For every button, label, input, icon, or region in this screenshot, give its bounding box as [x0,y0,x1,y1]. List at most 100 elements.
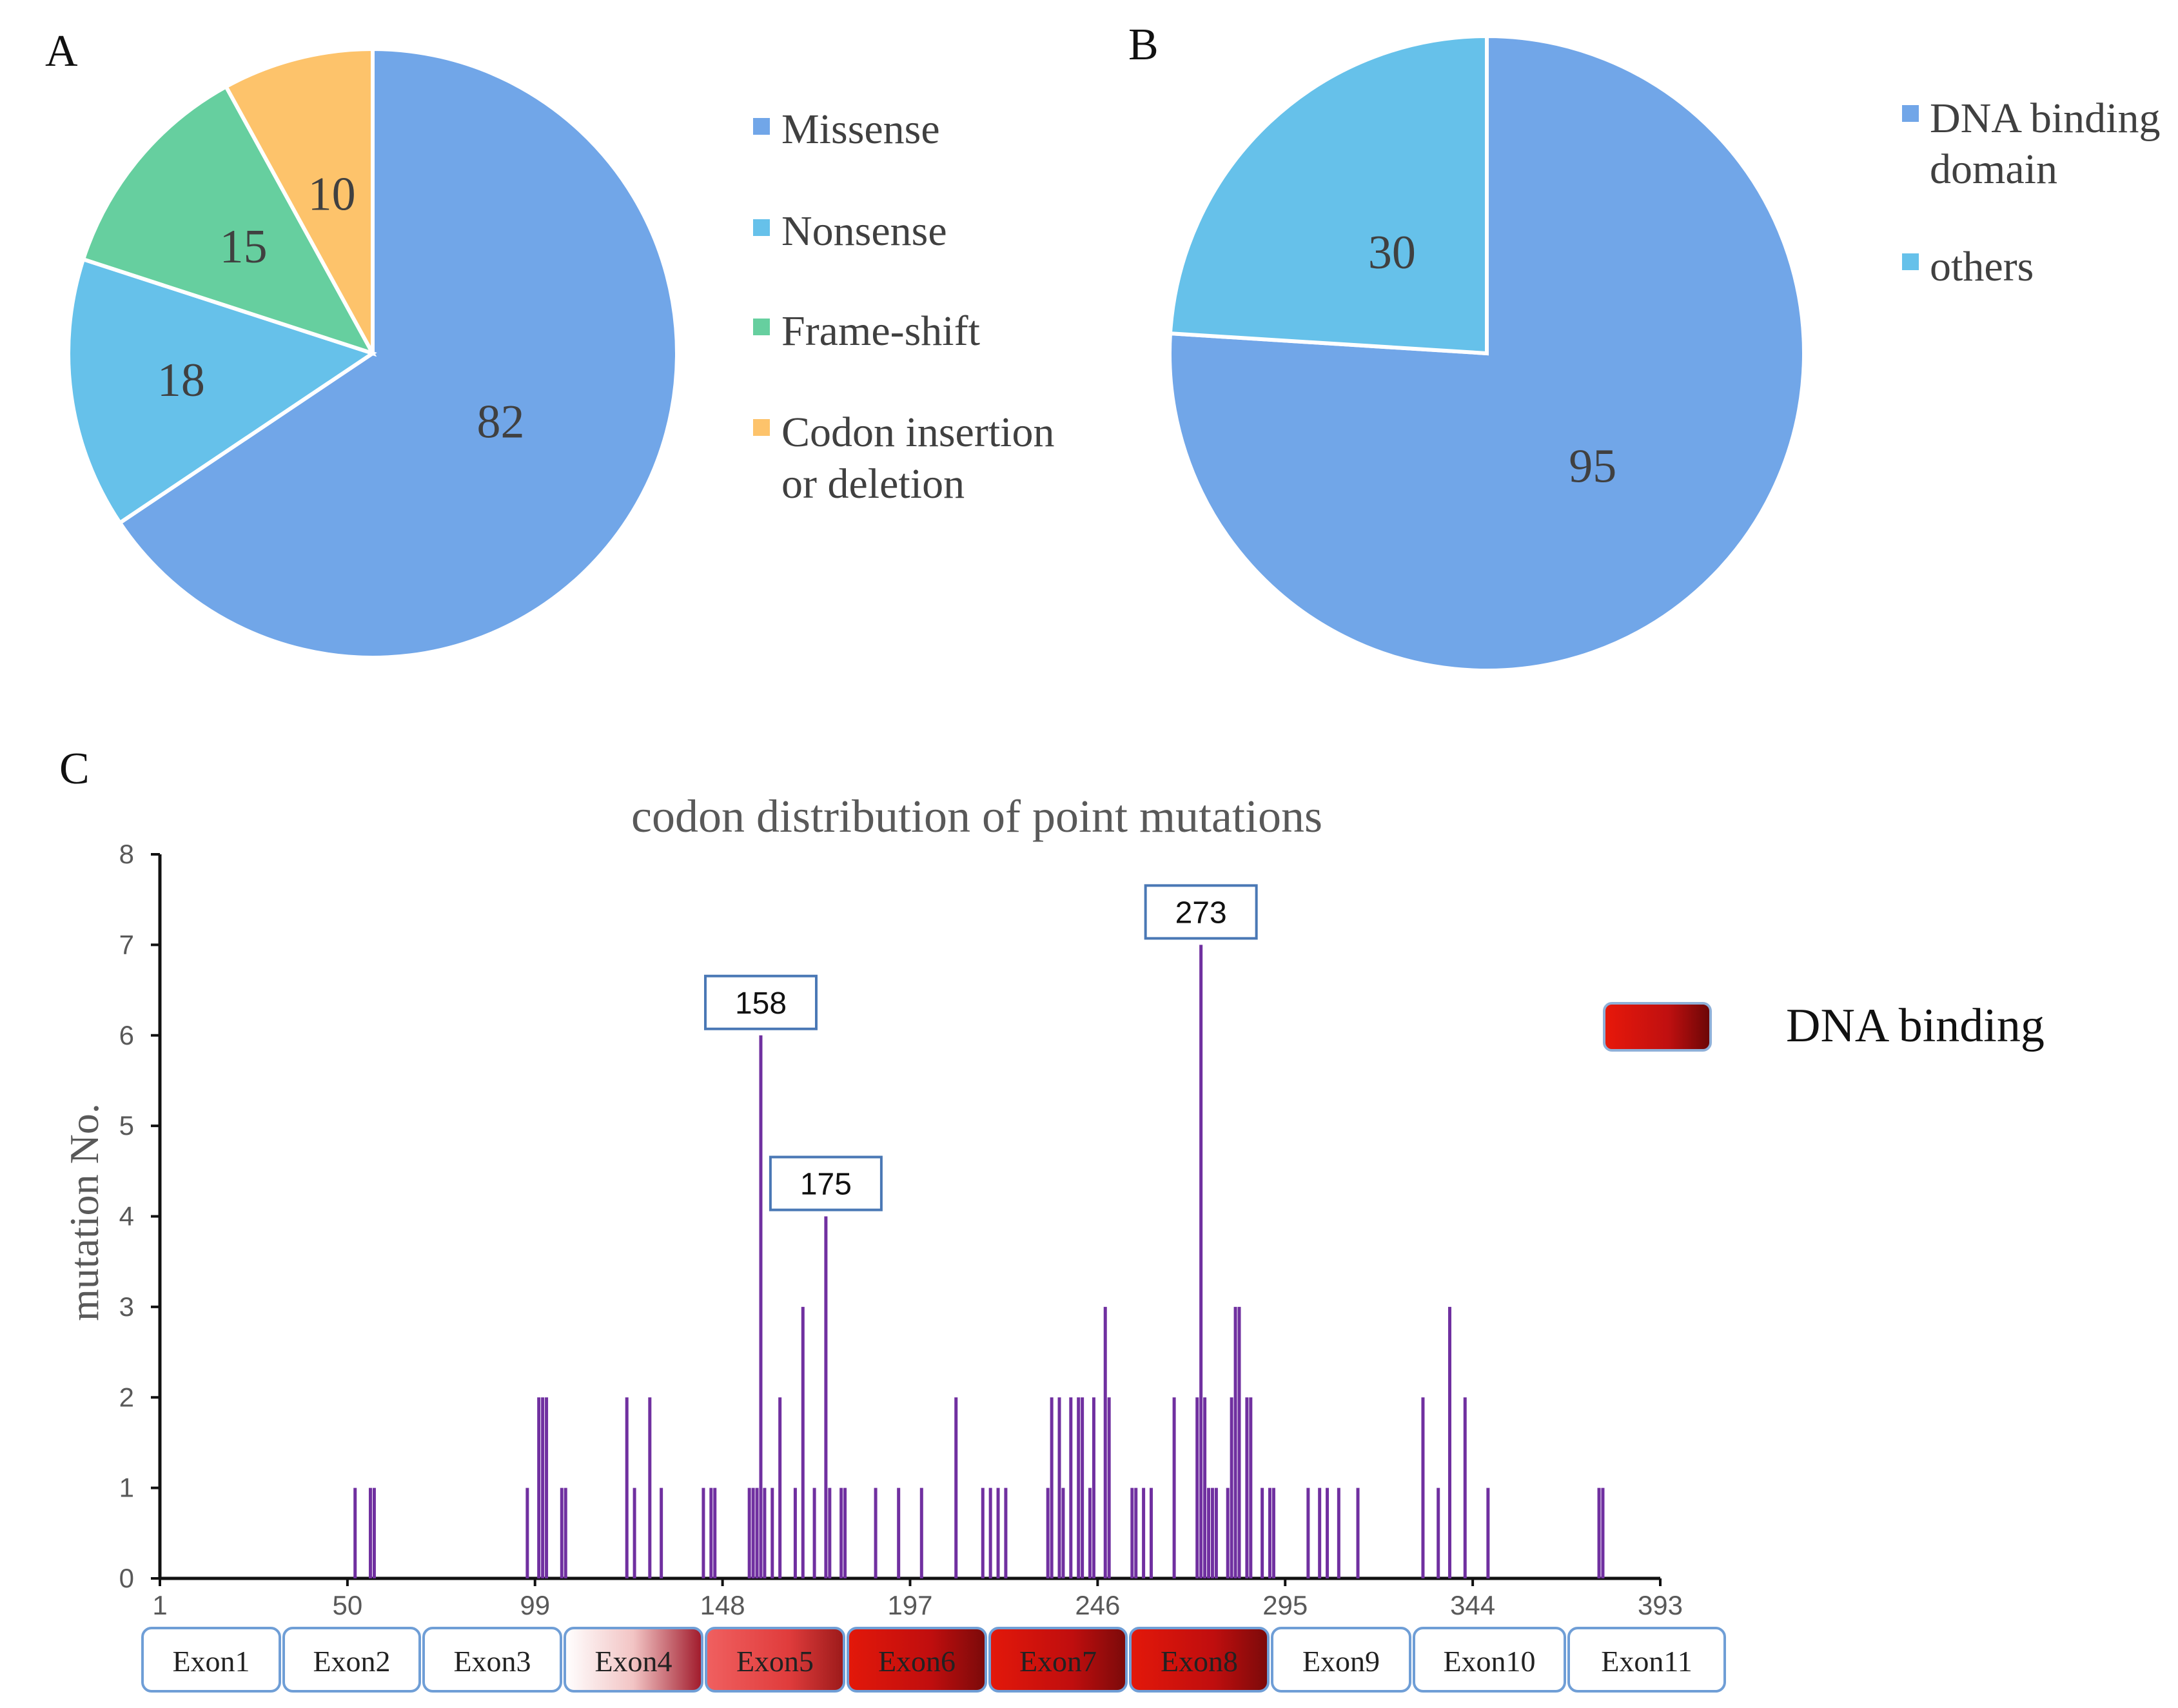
y-tick-label: 2 [119,1382,134,1412]
legend-b: DNA binding domain others [1902,95,2161,290]
y-tick-label: 8 [119,839,134,869]
y-tick-label: 1 [119,1473,134,1503]
pieA-slice-frame-shift [81,84,377,357]
panel-c-label: C [59,744,90,794]
legend-c: DNA binding [1603,999,2045,1052]
exon-label-exon7: Exon7 [1019,1645,1097,1678]
x-tick-label: 246 [1075,1590,1120,1620]
legend-a-nonsense: Nonsense [781,208,947,255]
exon-label-exon3: Exon3 [453,1645,531,1678]
pieA-label-frame-shift: 15 [220,221,268,273]
pieA-label-codon-insertion-or-deletion: 10 [308,168,356,221]
x-tick-label: 99 [520,1590,550,1620]
legend-a-swatch-codon [753,419,770,436]
pieA-slice-nonsense [66,257,377,526]
y-tick-label: 5 [119,1110,134,1141]
exon-label-exon9: Exon9 [1302,1645,1380,1678]
y-tick-label: 7 [119,929,134,959]
legend-c-dna-binding: DNA binding [1786,999,2045,1052]
pieA-slice-codon-insertion-or-deletion [223,46,375,355]
exon-label-exon6: Exon6 [878,1645,956,1678]
exon-exon10: Exon10 [1413,1627,1566,1693]
exon-label-exon5: Exon5 [736,1645,814,1678]
exon-box-exon3 [422,1627,562,1693]
legend-a-frameshift: Frame-shift [781,308,980,355]
exon-box-exon6 [847,1627,987,1693]
legend-a-missense: Missense [781,106,940,153]
callouts-c: 158 175 273 [703,884,1258,1212]
legend-b-dna-line2: domain [1930,146,2057,193]
exon-exon7: Exon7 [988,1627,1128,1693]
callout-label-175: 175 [800,1168,852,1202]
exon-box-exon5 [705,1627,845,1693]
legend-a-codon-line1: Codon insertion [781,409,1055,456]
exon-track: Exon1 Exon2 Exon3 Exon4 Exon5 Exon6 Exon7 Exon8… [141,1627,1726,1693]
legend-b-others: others [1930,243,2034,290]
x-tick-label: 344 [1450,1590,1495,1620]
exon-exon2: Exon2 [282,1627,421,1693]
pieA-label-missense: 82 [477,396,525,449]
exon-exon5: Exon5 [705,1627,845,1693]
exon-label-exon2: Exon2 [313,1645,390,1678]
pieA-slice-missense [117,46,679,660]
exon-box-exon4 [564,1627,703,1693]
x-tick-label: 50 [333,1590,363,1620]
y-tick-label: 6 [119,1020,134,1050]
legend-a-codon-line2: or deletion [781,460,965,507]
pieB-slice-others [1168,34,1489,356]
legend-b-dna-line1: DNA binding [1930,95,2161,142]
panel-a: A 82 18 15 10 Missense Nonsense Frame-shift… [45,26,1055,660]
legend-c-swatch-dna-binding [1603,1002,1712,1052]
exon-exon3: Exon3 [422,1627,562,1693]
exon-exon4: Exon4 [564,1627,703,1693]
x-tick-label: 393 [1638,1590,1683,1620]
x-tick-label: 1 [152,1590,167,1620]
pieB-label-others: 30 [1368,226,1416,279]
exon-exon9: Exon9 [1271,1627,1411,1693]
bars-c [353,945,1605,1578]
callout-box-158 [703,974,818,1030]
legend-b-swatch-dna [1902,105,1919,122]
callout-label-158: 158 [735,987,787,1021]
callout-box-273 [1144,884,1258,940]
exon-label-exon11: Exon11 [1601,1645,1692,1678]
legend-a-swatch-frameshift [753,319,770,335]
panel-a-label: A [45,26,78,76]
y-tick-label: 3 [119,1291,134,1322]
callout-label-273: 273 [1175,896,1227,930]
legend-b-swatch-others [1902,253,1919,270]
legend-a: Missense Nonsense Frame-shift Codon inse… [753,106,1055,507]
x-tick-label: 148 [700,1590,745,1620]
exon-box-exon1 [141,1627,281,1693]
exon-exon11: Exon11 [1567,1627,1726,1693]
exon-box-exon11 [1567,1627,1726,1693]
panel-b: B 95 30 DNA binding domain others [1128,20,2161,672]
callout-273: 273 [1144,884,1258,940]
chart-c-ylabel: mutation No. [61,1103,107,1321]
callout-box-175 [769,1155,883,1212]
exon-box-exon2 [282,1627,421,1693]
legend-a-swatch-nonsense [753,219,770,236]
exon-label-exon10: Exon10 [1443,1645,1535,1678]
exon-label-exon8: Exon8 [1161,1645,1238,1678]
exon-exon1: Exon1 [141,1627,281,1693]
pie-a: 82 18 15 10 [66,46,679,660]
chart-c-title: codon distribution of point mutations [631,790,1322,842]
exon-label-exon1: Exon1 [172,1645,250,1678]
y-tick-label: 4 [119,1201,134,1232]
y-tick-label: 0 [119,1563,134,1593]
panel-c: C codon distribution of point mutations … [59,744,2045,1693]
pieA-label-nonsense: 18 [157,354,205,407]
exon-label-exon4: Exon4 [594,1645,672,1678]
exon-exon6: Exon6 [847,1627,987,1693]
panel-b-label: B [1128,20,1159,70]
exon-exon8: Exon8 [1129,1627,1270,1693]
exon-box-exon7 [988,1627,1128,1693]
exon-box-exon8 [1129,1627,1270,1693]
x-tick-label: 197 [887,1590,932,1620]
exon-box-exon10 [1413,1627,1566,1693]
exon-box-exon9 [1271,1627,1411,1693]
x-tick-label: 295 [1262,1590,1308,1620]
